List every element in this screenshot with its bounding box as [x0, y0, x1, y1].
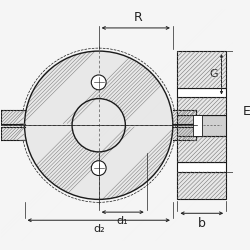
- Text: b: b: [198, 217, 206, 230]
- Bar: [178, 136, 226, 162]
- Polygon shape: [24, 51, 173, 125]
- Text: R: R: [134, 12, 142, 24]
- Bar: [178, 162, 226, 172]
- Text: d₂: d₂: [93, 224, 104, 234]
- Circle shape: [91, 161, 106, 176]
- Bar: [173, 110, 196, 124]
- Polygon shape: [24, 125, 173, 200]
- Bar: [178, 88, 226, 98]
- Text: E: E: [243, 105, 250, 118]
- Bar: [192, 115, 202, 136]
- Bar: [2, 110, 24, 124]
- Bar: [178, 98, 226, 115]
- Bar: [178, 51, 226, 88]
- Bar: [178, 172, 226, 200]
- Text: d₁: d₁: [117, 216, 128, 226]
- Bar: [178, 115, 226, 136]
- Bar: [173, 127, 196, 140]
- Circle shape: [91, 75, 106, 90]
- Bar: [2, 127, 24, 140]
- Text: G: G: [210, 69, 218, 79]
